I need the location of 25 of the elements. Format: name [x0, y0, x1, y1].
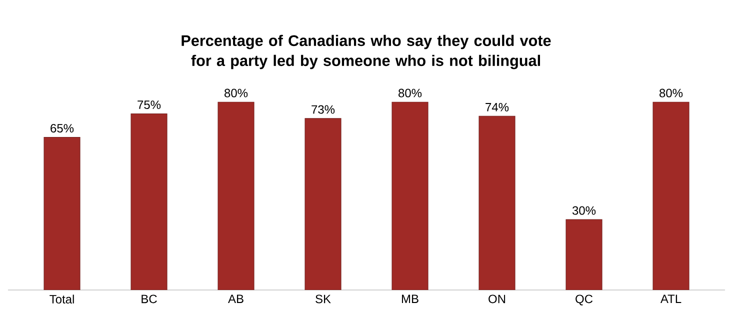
data-label: 80% [224, 88, 248, 98]
data-label: 73% [312, 105, 335, 114]
x-tick-label: ON [488, 294, 506, 304]
x-tick-label: AB [228, 294, 244, 303]
data-label: 65% [50, 124, 74, 133]
bar [218, 102, 254, 290]
bar [566, 219, 602, 290]
x-tick-label: SK [316, 294, 331, 304]
bar [652, 102, 690, 290]
data-label: 75% [138, 100, 161, 110]
data-label: 80% [660, 88, 683, 98]
bar [304, 118, 342, 290]
x-tick-label: BC [142, 294, 157, 304]
bar [392, 102, 428, 290]
chart-title: Percentage of Canadians who say they could vote for a party led by someone who is not bilingual [182, 34, 551, 70]
data-label: 74% [486, 102, 509, 112]
x-tick-label: Total [50, 294, 74, 304]
bar [44, 136, 80, 290]
x-tick-label: QC [576, 294, 593, 306]
bar [478, 116, 516, 290]
x-tick-label: MB [402, 294, 418, 303]
data-label: 30% [572, 206, 596, 215]
bar [130, 113, 168, 290]
x-tick-label: ATL [660, 294, 682, 303]
data-label: 80% [398, 88, 422, 98]
